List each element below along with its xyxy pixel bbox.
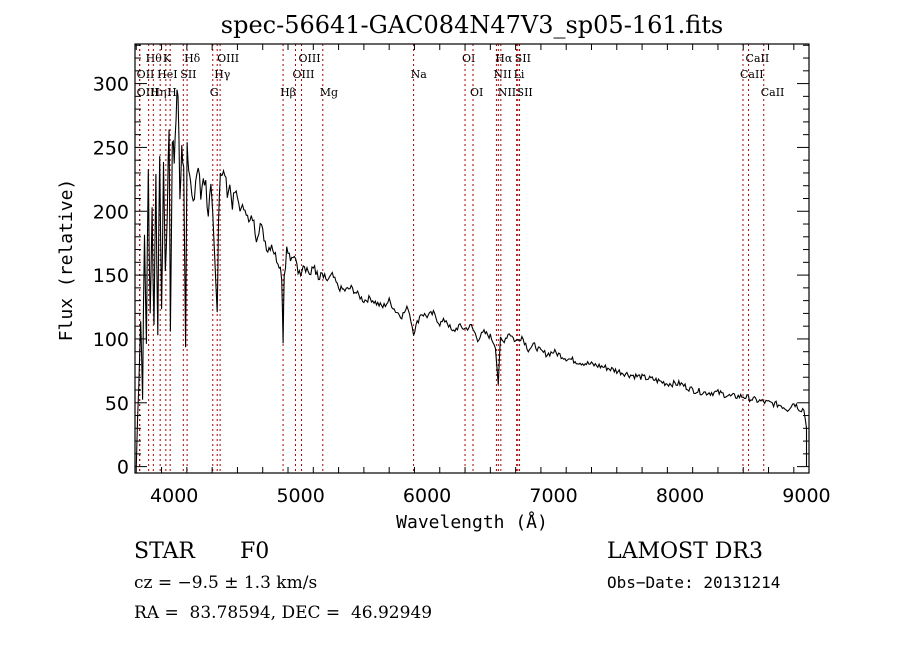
y-tick-label: 250	[93, 137, 129, 159]
x-axis: 4000 5000 6000 7000 8000 9000	[135, 44, 831, 507]
line-marker-label: H	[167, 86, 177, 99]
y-tick-label: 50	[105, 393, 129, 415]
x-tick-label: 8000	[656, 485, 704, 507]
line-marker-label: Hδ	[184, 52, 201, 65]
object-class: STAR	[134, 539, 195, 564]
x-tick-label: 5000	[276, 485, 324, 507]
line-marker-label: CaII	[740, 68, 764, 81]
line-marker-label: Hη	[150, 86, 166, 99]
line-marker-label: Mg	[320, 86, 338, 99]
line-marker-label: Hα	[495, 52, 513, 65]
line-marker-label: NII	[498, 86, 516, 99]
x-tick-label: 6000	[403, 485, 451, 507]
x-axis-label: Wavelength (Å)	[396, 511, 548, 533]
obs-date: Obs−Date: 20131214	[607, 573, 781, 592]
y-tick-label: 100	[93, 329, 129, 351]
x-tick-label: 9000	[782, 485, 830, 507]
line-marker-label: Hγ	[214, 68, 231, 81]
spectrum-line	[135, 89, 808, 467]
y-tick-label: 200	[93, 201, 129, 223]
line-marker-label: CaII	[746, 52, 770, 65]
redshift-text: cz = −9.5 ± 1.3 km/s	[134, 573, 318, 593]
line-marker-label: OIII	[292, 68, 314, 81]
x-tick-label: 4000	[150, 485, 198, 507]
line-marker-label: OIII	[217, 52, 239, 65]
line-marker-label: G	[210, 86, 219, 99]
line-marker-label: Hθ	[146, 52, 163, 65]
survey-name: LAMOST DR3	[607, 539, 763, 564]
y-axis-label: Flux (relative)	[56, 179, 77, 342]
line-marker-label: SII	[180, 68, 196, 81]
y-tick-label: 300	[93, 74, 129, 96]
y-axis: 0 50 100 150 200 250 300	[93, 44, 809, 479]
y-tick-label: 150	[93, 265, 129, 287]
spectrum-line-group	[135, 89, 808, 467]
line-marker-label: HeI	[157, 68, 177, 81]
object-subclass: F0	[240, 539, 270, 564]
line-marker-label: SII	[515, 52, 531, 65]
line-marker-label: CaII	[761, 86, 785, 99]
coordinates-text: RA = 83.78594, DEC = 46.92949	[134, 603, 433, 623]
line-marker-label: Hβ	[280, 86, 296, 99]
line-marker-label: NII	[493, 68, 511, 81]
chart-title: spec-56641-GAC084N47V3_sp05-161.fits	[221, 11, 723, 39]
y-tick-label: 0	[117, 457, 129, 479]
plot-frame	[134, 43, 810, 474]
line-marker-label: OI	[462, 52, 475, 65]
line-marker-label: OIII	[299, 52, 321, 65]
line-marker-label: K	[163, 52, 172, 65]
x-tick-label: 7000	[529, 485, 577, 507]
line-marker-label: SII	[517, 86, 533, 99]
line-marker-label: Na	[411, 68, 428, 81]
line-marker-label: OI	[470, 86, 483, 99]
line-marker-label: OII	[137, 68, 155, 81]
